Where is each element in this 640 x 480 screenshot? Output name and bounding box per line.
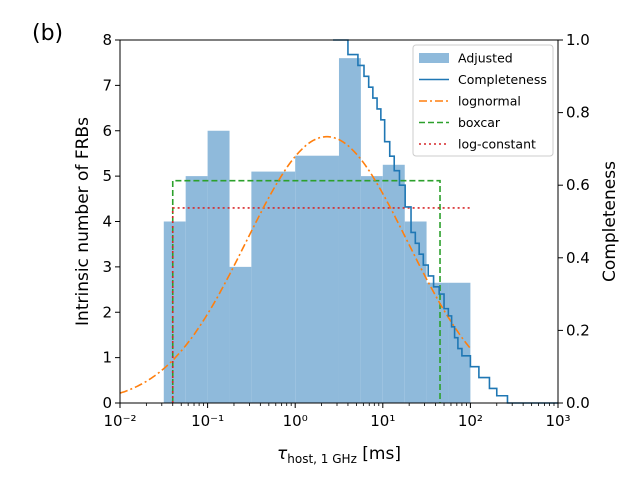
histogram-bar — [360, 176, 383, 403]
legend-label: Completeness — [458, 72, 547, 87]
x-tick-label: 10² — [458, 412, 483, 430]
histogram-bar — [382, 164, 405, 403]
histogram-bar — [295, 155, 339, 403]
y-right-tick-label: 0.8 — [566, 104, 590, 122]
histogram-bar — [163, 221, 186, 403]
y-right-tick-label: 0.0 — [566, 394, 590, 412]
histogram-bar — [448, 282, 471, 403]
histogram-bar — [229, 266, 252, 403]
log-constant-line — [171, 207, 471, 403]
x-tick-label: 10⁰ — [283, 412, 308, 430]
legend-label: lognormal — [458, 94, 521, 109]
y-right-tick-label: 0.4 — [566, 249, 590, 267]
legend: Adjusted Completeness lognormal boxcar log-c… — [412, 44, 554, 157]
histogram-bar — [251, 171, 296, 403]
y-left-tick-label: 8 — [102, 31, 112, 49]
legend-frame — [412, 44, 554, 157]
y-left-axis-title: Intrinsic number of FRBs — [73, 117, 93, 326]
y-right-tick-label: 0.6 — [566, 176, 590, 194]
x-tick-label: 10⁻¹ — [191, 412, 224, 430]
histogram-bar — [185, 176, 208, 403]
y-right-tick-label: 1.0 — [566, 31, 590, 49]
y-left-axis-ticks: 0 1 2 3 4 5 6 7 8 — [102, 31, 120, 412]
histogram-bar — [404, 221, 427, 403]
histogram-bar — [207, 130, 230, 403]
x-tick-label: 10¹ — [370, 412, 395, 430]
y-right-tick-label: 0.2 — [566, 321, 590, 339]
x-axis-ticks: 10⁻² 10⁻¹ 10⁰ 10¹ 10² 10³ — [103, 403, 571, 430]
x-tick-label: 10³ — [545, 412, 570, 430]
y-right-axis-ticks: 0.0 0.2 0.4 0.6 0.8 1.0 — [558, 31, 590, 412]
y-left-tick-label: 2 — [102, 303, 112, 321]
histogram-bar — [338, 58, 361, 404]
legend-swatch — [419, 53, 449, 63]
plot-area — [119, 39, 558, 404]
legend-label: Adjusted — [458, 51, 513, 66]
y-left-tick-label: 7 — [102, 76, 112, 94]
y-right-axis-title: Completeness — [600, 161, 620, 282]
histogram-bar — [426, 282, 449, 403]
y-left-tick-label: 0 — [102, 394, 112, 412]
y-left-tick-label: 1 — [102, 349, 112, 367]
completeness-line — [332, 39, 558, 404]
panel-label: (b) — [32, 21, 63, 46]
lognormal-line — [119, 135, 472, 394]
x-tick-label: 10⁻² — [103, 412, 136, 430]
y-left-tick-label: 3 — [102, 258, 112, 276]
y-left-tick-label: 4 — [102, 213, 112, 231]
legend-label: boxcar — [458, 115, 501, 130]
y-left-tick-label: 6 — [102, 122, 112, 140]
x-axis-title: τhost, 1 GHz [ms] — [277, 444, 401, 466]
histogram-bars — [163, 58, 471, 404]
legend-label: log-constant — [458, 137, 536, 152]
y-left-tick-label: 5 — [102, 167, 112, 185]
